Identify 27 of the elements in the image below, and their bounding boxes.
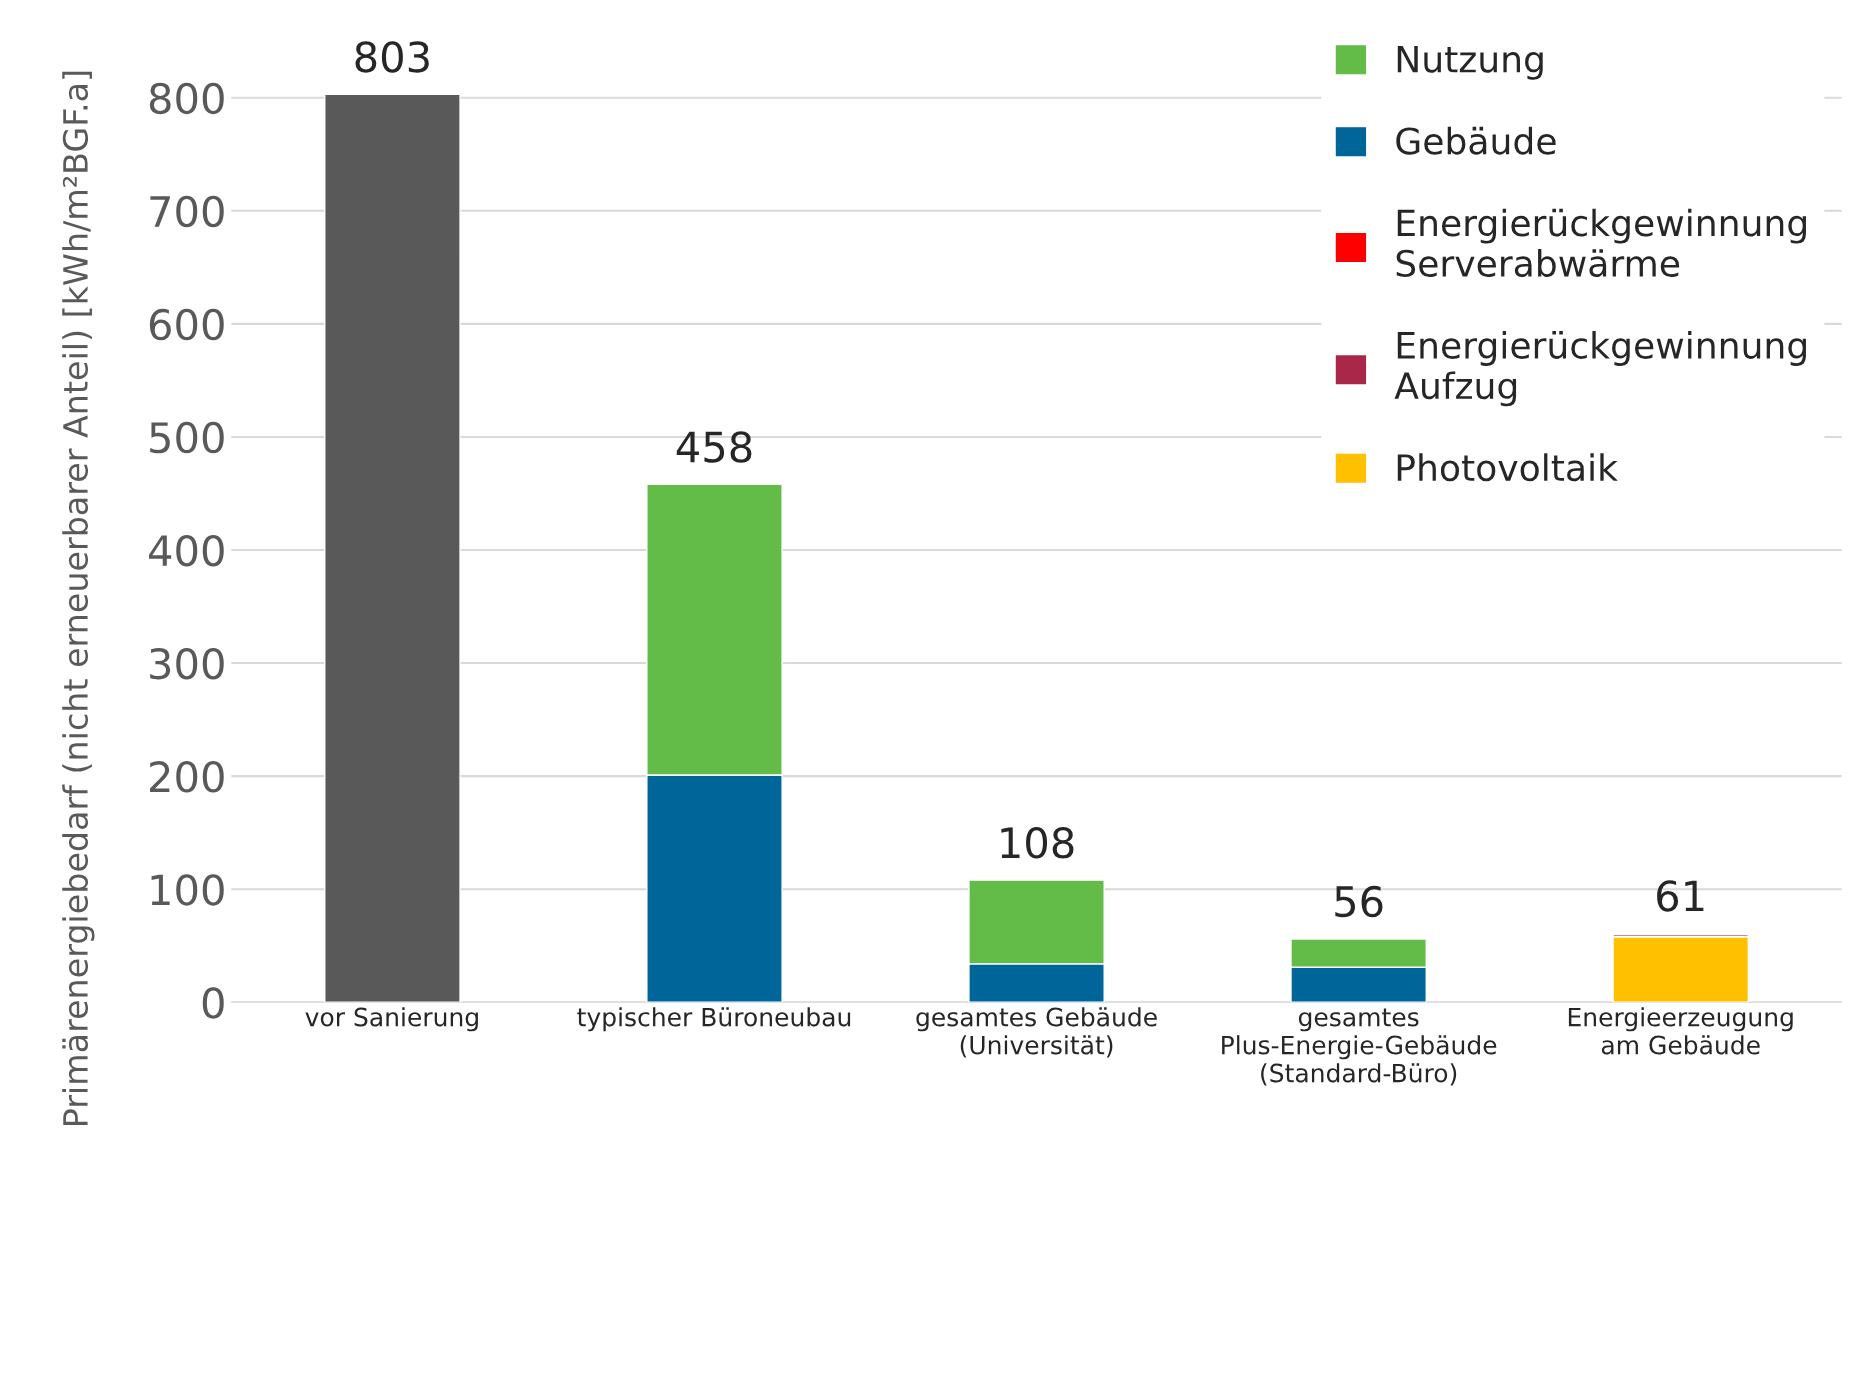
bar: [1612, 936, 1750, 1003]
y-tick-label: 300: [150, 647, 224, 680]
bar: [324, 93, 461, 1003]
total-label: 108: [1001, 827, 1074, 859]
legend-label: Photovoltaik: [1397, 453, 1618, 482]
x-tick-label: typischer Büroneubau: [577, 1007, 851, 1032]
y-tick-label: 700: [150, 195, 224, 228]
legend-label: Energierückgewinnung Aufzug: [1394, 330, 1806, 407]
total-label: 803: [355, 41, 429, 73]
legend-label: Energierückgewinnung Serverabwärme: [1396, 208, 1806, 278]
y-tick-label: 600: [149, 308, 224, 341]
total-label: 458: [676, 431, 752, 463]
x-tick-label: gesamtes Plus-Energie-Gebäude (Standard-Büro): [1222, 1008, 1497, 1086]
y-tick-label: 100: [151, 874, 224, 906]
y-tick-label: 800: [149, 82, 224, 115]
x-tick-label: Energieerzeugung am Gebäude: [1568, 1007, 1793, 1055]
y-tick-label: 0: [202, 987, 224, 1019]
x-tick-label: vor Sanierung: [305, 1007, 478, 1032]
y-tick-label: 200: [150, 761, 224, 793]
x-tick-label: gesamtes Gebäude (Universität): [916, 1007, 1157, 1058]
legend-label: Nutzung: [1397, 45, 1543, 80]
y-tick-label: 400: [149, 534, 224, 567]
total-label: 56: [1335, 885, 1383, 918]
total-label: 61: [1657, 880, 1704, 912]
y-axis-title: Primärenergiebedarf (nicht erneuerbarer Anteil) [kWh/m²BGF.a]: [62, 71, 95, 1125]
y-tick-label: 500: [150, 421, 224, 454]
legend-label: Gebäude: [1396, 126, 1556, 155]
